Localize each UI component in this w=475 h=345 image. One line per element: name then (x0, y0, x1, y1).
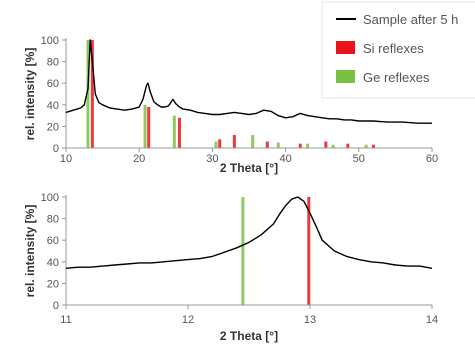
legend-label-si: Si reflexes (363, 41, 424, 56)
y-axis-label: rel. intensity [%] (23, 48, 37, 141)
x-tick-label: 14 (426, 314, 438, 326)
reflex-bar-si (371, 144, 375, 148)
reflex-bar-si (307, 197, 311, 305)
series-line (65, 39, 432, 124)
reflex-bar-si (324, 141, 328, 148)
y-tick-label: 100 (41, 35, 59, 47)
x-tick-label: 30 (206, 153, 218, 165)
reflex-bar-si (232, 135, 236, 148)
x-tick-label: 40 (279, 153, 291, 165)
reflex-bar-ge (364, 144, 368, 148)
series-line (65, 196, 433, 269)
y-tick-label: 60 (47, 78, 59, 90)
reflex-bar-ge (251, 135, 255, 148)
y-axis-label: rel. intensity [%] (23, 205, 37, 298)
legend: Sample after 5 h Si reflexes Ge reflexes (321, 1, 475, 99)
reflex-bar-ge (143, 104, 147, 148)
y-tick-label: 60 (47, 235, 59, 247)
x-tick-label: 10 (60, 153, 72, 165)
y-tick-label: 0 (53, 300, 59, 312)
legend-label-sample: Sample after 5 h (363, 12, 458, 27)
reflex-bar-ge (172, 115, 176, 148)
reflex-bar-ge (306, 143, 310, 148)
x-axis-label: 2 Theta [°] (220, 329, 278, 343)
x-tick-label: 60 (426, 153, 438, 165)
reflex-bar-ge (241, 197, 245, 305)
x-axis-label: 2 Theta [°] (220, 161, 278, 175)
reflex-bar-ge (331, 144, 335, 148)
reflex-bar-ge (214, 141, 218, 148)
y-tick-label: 0 (53, 143, 59, 155)
y-tick-label: 40 (47, 100, 59, 112)
y-tick-label: 80 (47, 214, 59, 226)
legend-swatch-ge (336, 70, 355, 83)
y-tick-label: 40 (47, 257, 59, 269)
x-tick-label: 50 (353, 153, 365, 165)
top-chart: 0 20 40 60 80 100 10 20 30 40 50 60 2 Theta [°] rel. … (23, 35, 438, 175)
reflex-bar-ge (86, 40, 90, 148)
x-tick-label: 12 (182, 314, 194, 326)
reflex-bar-si (147, 106, 151, 148)
reflex-bar-si (265, 141, 269, 148)
reflex-bar-si (90, 40, 94, 148)
x-tick-label: 11 (60, 314, 71, 326)
reflex-bar-si (177, 117, 181, 148)
legend-swatch-si (336, 41, 355, 54)
reflex-bar-si (346, 143, 350, 148)
y-tick-label: 20 (47, 278, 59, 290)
x-tick-label: 20 (133, 153, 145, 165)
reflex-bar-si (298, 143, 302, 148)
reflex-bar-ge (276, 142, 280, 148)
x-tick-label: 13 (304, 314, 316, 326)
legend-label-ge: Ge reflexes (363, 70, 430, 85)
reflex-bar-si (218, 139, 222, 148)
y-tick-label: 20 (47, 121, 59, 133)
bottom-chart: 0 20 40 60 80 100 11 12 13 14 2 Theta [°] rel. inte… (23, 192, 438, 343)
y-tick-label: 100 (41, 192, 59, 204)
y-tick-label: 80 (47, 57, 59, 69)
